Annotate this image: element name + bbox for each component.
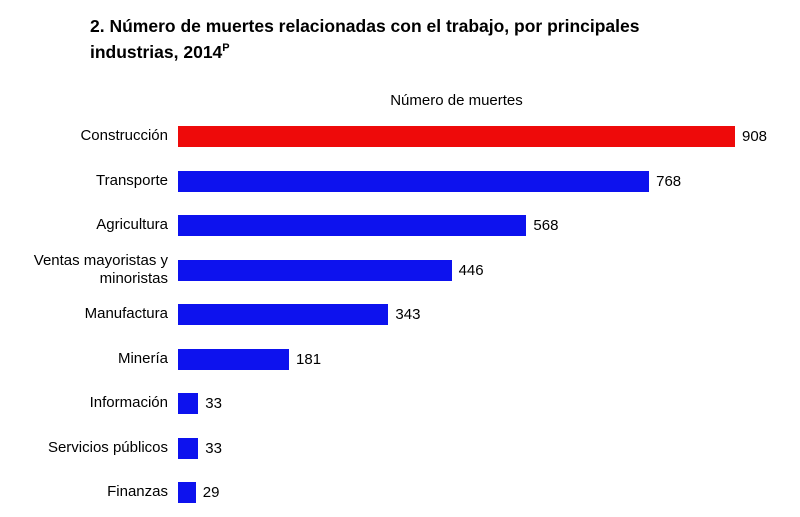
bar	[178, 215, 527, 237]
bar-label: Información	[89, 394, 168, 412]
bar-track: 768	[178, 159, 800, 204]
chart-title: 2. Número de muertes relacionadas con el…	[0, 0, 800, 66]
bar-row: Información 33	[0, 382, 800, 427]
bar-label: Ventas mayoristas y minoristas	[33, 251, 168, 288]
bar-value: 29	[202, 484, 220, 502]
bar	[178, 348, 290, 370]
bar-label: Construcción	[80, 127, 168, 145]
bar-track: 181	[178, 337, 800, 382]
bar-track: 33	[178, 426, 800, 471]
bar-value: 33	[205, 439, 222, 457]
bar-label: Transporte	[96, 171, 168, 189]
bar-track: 568	[178, 204, 800, 249]
bar	[178, 304, 389, 326]
bar-value: 908	[742, 128, 768, 146]
bar-label: Minería	[117, 349, 168, 367]
bar-label: Manufactura	[84, 305, 168, 323]
bar-row: Transporte 768	[0, 159, 800, 204]
bar	[178, 126, 735, 148]
bar-chart: Construcción 908 Transporte 768 Agricultura 5…	[0, 115, 800, 516]
bar	[178, 170, 650, 192]
bar-value: 343	[395, 306, 421, 324]
bar-row: Manufactura 343	[0, 293, 800, 338]
chart-title-line2: industrias, 2014P	[90, 39, 760, 65]
bar-value: 446	[458, 261, 484, 279]
bar-track: 33	[178, 382, 800, 427]
chart-title-line1: 2. Número de muertes relacionadas con el…	[90, 16, 640, 36]
bar-row: Agricultura 568	[0, 204, 800, 249]
bar-label: Servicios públicos	[47, 438, 168, 456]
bar-row: Finanzas 29	[0, 471, 800, 516]
bar-label: Finanzas	[107, 483, 168, 501]
bar	[178, 482, 196, 504]
bar	[178, 393, 199, 415]
bar-track: 446	[178, 248, 800, 293]
bar-value: 33	[205, 395, 222, 413]
bar	[178, 437, 199, 459]
bar-value: 768	[656, 172, 682, 190]
bar-track: 343	[178, 293, 800, 338]
bar-row: Construcción 908	[0, 115, 800, 160]
bar-track: 908	[178, 115, 800, 160]
bar-track: 29	[178, 471, 800, 516]
bar-row: Minería 181	[0, 337, 800, 382]
bar-value: 181	[296, 350, 322, 368]
chart-title-superscript: P	[222, 42, 230, 55]
bar-label: Agricultura	[96, 216, 168, 234]
bar-row: Ventas mayoristas y minoristas 446	[0, 248, 800, 293]
bar-row: Servicios públicos 33	[0, 426, 800, 471]
bar-value: 568	[533, 217, 559, 235]
bar	[178, 259, 452, 281]
axis-title: Número de muertes	[390, 91, 523, 109]
chart-title-line2-text: industrias, 2014	[90, 42, 223, 63]
